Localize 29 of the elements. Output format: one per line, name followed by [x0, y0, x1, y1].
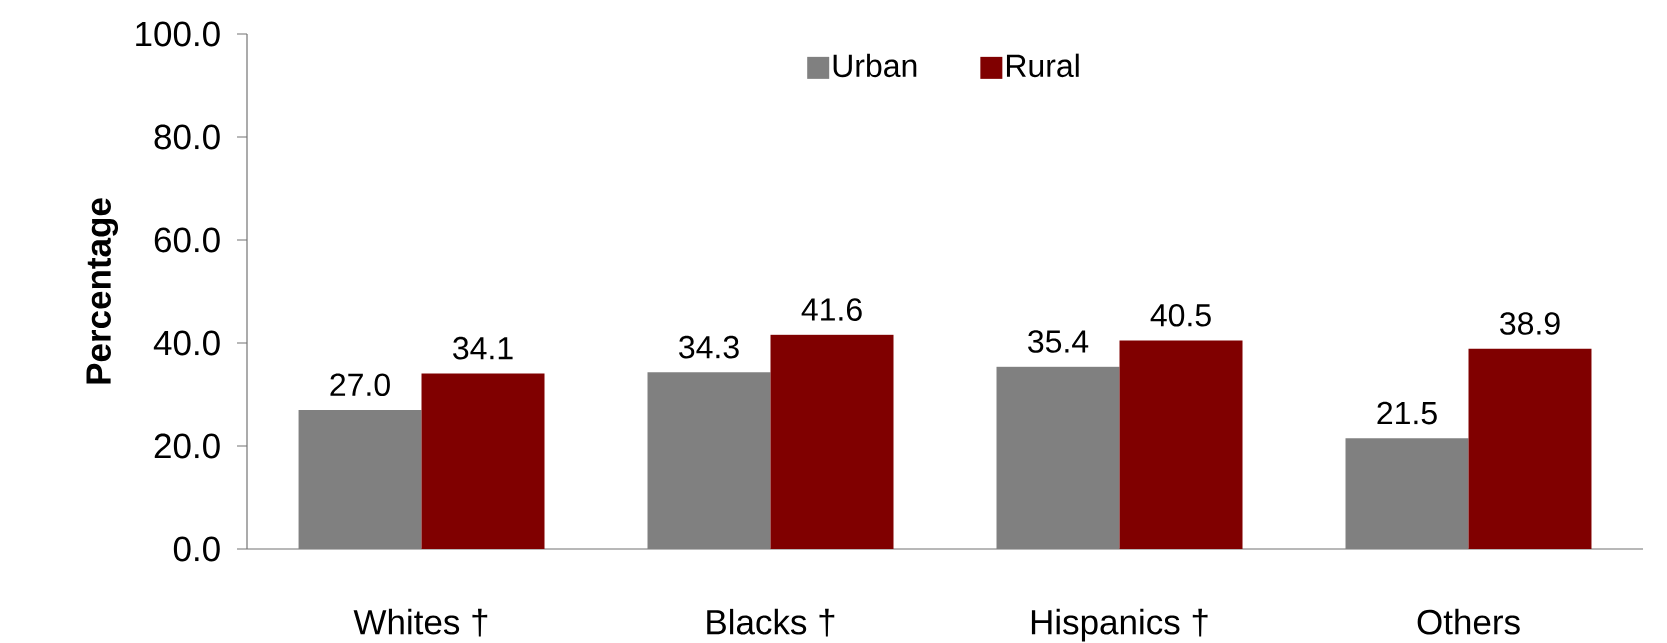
bar	[996, 366, 1120, 549]
y-axis-title: Percentage	[86, 198, 119, 384]
y-tick-label: 60.0	[154, 227, 220, 253]
bar	[1119, 340, 1243, 549]
data-label: 27.0	[330, 373, 390, 397]
data-label: 40.5	[1150, 303, 1211, 327]
data-label: 21.5	[1377, 401, 1437, 425]
x-tick-label: Others	[1417, 608, 1520, 635]
data-label: 38.9	[1500, 312, 1560, 335]
data-label: 34.1	[453, 336, 513, 360]
bar	[1468, 348, 1592, 549]
x-tick-label: Whites †	[353, 608, 488, 637]
bar	[298, 409, 422, 549]
bar	[1345, 438, 1469, 549]
x-tick-label: Blacks †	[707, 608, 835, 637]
bar	[770, 334, 894, 549]
y-tick-label: 80.0	[154, 124, 220, 150]
legend-label: Urban	[833, 53, 917, 78]
bar	[647, 372, 771, 549]
data-label: 35.4	[1028, 330, 1089, 353]
data-label: 34.3	[679, 335, 739, 359]
y-tick-label: 0.0	[173, 536, 220, 562]
data-label: 41.6	[801, 298, 862, 321]
x-tick-label: Hispanics †	[1031, 608, 1208, 642]
legend-label: Rural	[1006, 53, 1079, 78]
y-tick-label: 100.0	[136, 21, 220, 47]
bar	[421, 373, 545, 549]
y-tick-label: 40.0	[153, 330, 220, 356]
y-tick-label: 20.0	[154, 433, 220, 459]
